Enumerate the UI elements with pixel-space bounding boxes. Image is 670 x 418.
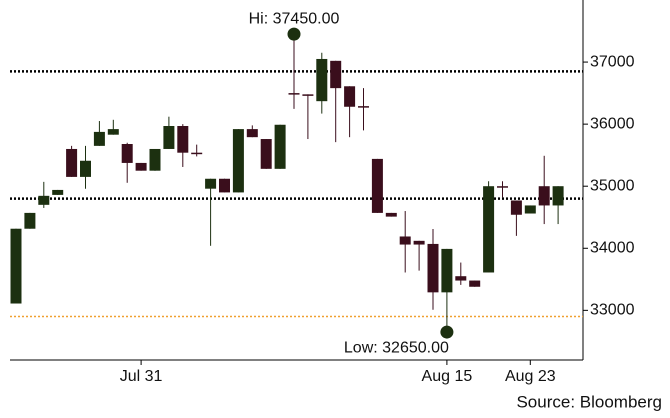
candle-body bbox=[427, 243, 439, 293]
y-tick-label: 37000 bbox=[590, 53, 635, 70]
candle-body bbox=[316, 58, 328, 102]
candle-body bbox=[371, 158, 383, 213]
y-tick-label: 33000 bbox=[590, 302, 635, 319]
candle-body bbox=[205, 178, 217, 189]
y-tick-label: 34000 bbox=[590, 239, 635, 256]
candle-body bbox=[441, 248, 453, 293]
annotation: Hi: 37450.00 bbox=[249, 10, 340, 27]
y-tick-label: 35000 bbox=[590, 177, 635, 194]
candle-body bbox=[107, 129, 119, 135]
candle-body bbox=[385, 212, 397, 217]
candle-body bbox=[38, 195, 50, 205]
candle-body bbox=[510, 200, 522, 215]
candle-body bbox=[344, 86, 356, 107]
extreme-marker bbox=[287, 27, 301, 41]
candle-body bbox=[552, 186, 564, 206]
candle-body bbox=[288, 93, 300, 95]
candle-body bbox=[358, 106, 369, 108]
x-tick-label: Aug 23 bbox=[505, 368, 556, 385]
candle-body bbox=[80, 160, 91, 177]
candle-body bbox=[413, 240, 425, 245]
candle-body bbox=[232, 129, 244, 193]
extreme-marker bbox=[440, 325, 454, 339]
x-tick-label: Aug 15 bbox=[422, 368, 473, 385]
candle-body bbox=[93, 131, 105, 146]
candle-body bbox=[121, 144, 133, 163]
annotation: Low: 32650.00 bbox=[344, 339, 449, 356]
candle-body bbox=[24, 212, 36, 229]
candle-body bbox=[260, 139, 272, 169]
candle-body bbox=[52, 189, 64, 195]
candle-body bbox=[274, 124, 286, 169]
candle-body bbox=[483, 186, 495, 273]
candle-body bbox=[246, 129, 258, 138]
x-tick-label: Jul 31 bbox=[120, 368, 163, 385]
candle-body bbox=[497, 186, 508, 188]
candle-body bbox=[191, 152, 203, 155]
candle-body bbox=[302, 94, 314, 96]
candle-body bbox=[469, 280, 481, 287]
y-tick-label: 36000 bbox=[590, 115, 635, 132]
candle-body bbox=[66, 148, 78, 177]
candle-body bbox=[399, 236, 411, 245]
candle-body bbox=[149, 148, 161, 171]
candle-body bbox=[177, 126, 189, 153]
candle-body bbox=[330, 60, 342, 89]
candle-body bbox=[538, 186, 550, 206]
source: Source: Bloomberg bbox=[516, 392, 662, 411]
candle-body bbox=[219, 178, 230, 193]
candle-body bbox=[10, 228, 22, 304]
candle-body bbox=[455, 276, 467, 281]
candle-body bbox=[524, 205, 536, 214]
candle-body bbox=[163, 126, 175, 149]
candle-body bbox=[135, 162, 147, 171]
